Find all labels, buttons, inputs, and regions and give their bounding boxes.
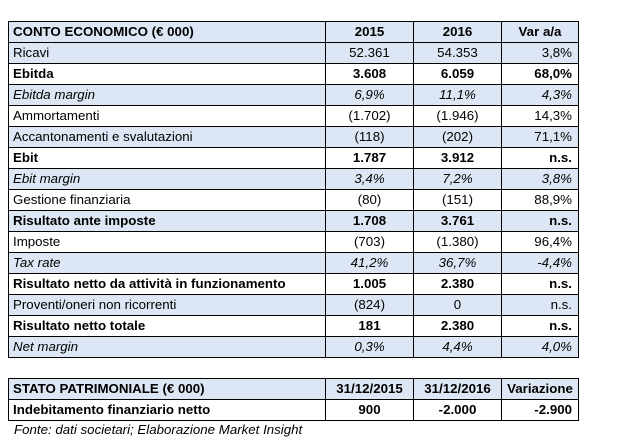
row-variation-cell: n.s.: [501, 147, 579, 169]
income-statement-row: Net margin 0,3% 4,4% 4,0%: [8, 336, 579, 358]
row-value-2015-cell: 0,3%: [325, 336, 414, 358]
header-cell-label: STATO PATRIMONIALE (€ 000): [8, 378, 326, 400]
row-variation-cell: 96,4%: [501, 231, 579, 253]
row-variation-cell: 14,3%: [501, 105, 579, 127]
row-value-2015-cell: 6,9%: [325, 84, 414, 106]
row-label-cell: Ebit: [8, 147, 326, 169]
row-value-2016-cell: 4,4%: [413, 336, 502, 358]
header-cell-2015: 2015: [325, 21, 414, 43]
row-variation-cell: 68,0%: [501, 63, 579, 85]
row-value-2016-cell: 2.380: [413, 315, 502, 337]
row-value-2016-cell: 54.353: [413, 42, 502, 64]
row-label-cell: Ricavi: [8, 42, 326, 64]
row-variation-cell: 71,1%: [501, 126, 579, 148]
row-value-2015-cell: (80): [325, 189, 414, 211]
header-cell-date-2016: 31/12/2016: [413, 378, 502, 400]
row-value-2016-cell: -2.000: [413, 399, 502, 421]
row-value-2016-cell: 0: [413, 294, 502, 316]
row-label-cell: Ebit margin: [8, 168, 326, 190]
row-label-cell: Risultato ante imposte: [8, 210, 326, 232]
row-label-cell: Imposte: [8, 231, 326, 253]
header-cell-2016: 2016: [413, 21, 502, 43]
row-value-2016-cell: 3.912: [413, 147, 502, 169]
source-note: Fonte: dati societari; Elaborazione Mark…: [14, 422, 303, 437]
row-value-2015-cell: (824): [325, 294, 414, 316]
row-variation-cell: 88,9%: [501, 189, 579, 211]
row-variation-cell: n.s.: [501, 210, 579, 232]
row-variation-cell: 4,3%: [501, 84, 579, 106]
income-statement-row: Imposte (703) (1.380) 96,4%: [8, 231, 579, 253]
income-statement-row: Ebitda 3.608 6.059 68,0%: [8, 63, 579, 85]
income-statement-row: Accantonamenti e svalutazioni (118) (202) 7…: [8, 126, 579, 148]
income-statement-table: CONTO ECONOMICO (€ 000) 2015 2016 Var a/…: [8, 21, 579, 358]
income-statement-row: Ammortamenti (1.702) (1.946) 14,3%: [8, 105, 579, 127]
row-value-2015-cell: (703): [325, 231, 414, 253]
row-label-cell: Ammortamenti: [8, 105, 326, 127]
row-value-2015-cell: 3.608: [325, 63, 414, 85]
income-statement-header-row: CONTO ECONOMICO (€ 000) 2015 2016 Var a/…: [8, 21, 579, 43]
row-variation-cell: 3,8%: [501, 168, 579, 190]
row-value-2015-cell: 1.787: [325, 147, 414, 169]
row-variation-cell: n.s.: [501, 273, 579, 295]
header-cell-label: CONTO ECONOMICO (€ 000): [8, 21, 326, 43]
balance-sheet-row: Indebitamento finanziario netto 900 -2.000…: [8, 399, 579, 421]
row-variation-cell: n.s.: [501, 315, 579, 337]
row-value-2016-cell: (1.946): [413, 105, 502, 127]
income-statement-row: Ebit 1.787 3.912 n.s.: [8, 147, 579, 169]
income-statement-row: Tax rate 41,2% 36,7% -4,4%: [8, 252, 579, 274]
row-value-2015-cell: 1.005: [325, 273, 414, 295]
row-value-2015-cell: 181: [325, 315, 414, 337]
income-statement-body: CONTO ECONOMICO (€ 000) 2015 2016 Var a/…: [8, 21, 579, 358]
row-label-cell: Risultato netto da attività in funzionam…: [8, 273, 326, 295]
row-variation-cell: 3,8%: [501, 42, 579, 64]
income-statement-row: Risultato netto da attività in funzionam…: [8, 273, 579, 295]
income-statement-row: Risultato netto totale 181 2.380 n.s.: [8, 315, 579, 337]
row-variation-cell: -2.900: [501, 399, 579, 421]
header-cell-date-2015: 31/12/2015: [325, 378, 414, 400]
income-statement-row: Risultato ante imposte 1.708 3.761 n.s.: [8, 210, 579, 232]
row-value-2016-cell: (1.380): [413, 231, 502, 253]
row-value-2016-cell: 2.380: [413, 273, 502, 295]
row-value-2016-cell: 3.761: [413, 210, 502, 232]
income-statement-row: Ebitda margin 6,9% 11,1% 4,3%: [8, 84, 579, 106]
row-label-cell: Gestione finanziaria: [8, 189, 326, 211]
income-statement-row: Ricavi 52.361 54.353 3,8%: [8, 42, 579, 64]
row-value-2015-cell: 52.361: [325, 42, 414, 64]
income-statement-row: Proventi/oneri non ricorrenti (824) 0 n.s.: [8, 294, 579, 316]
row-label-cell: Tax rate: [8, 252, 326, 274]
row-value-2015-cell: 3,4%: [325, 168, 414, 190]
row-value-2016-cell: 6.059: [413, 63, 502, 85]
row-value-2015-cell: 1.708: [325, 210, 414, 232]
income-statement-row: Ebit margin 3,4% 7,2% 3,8%: [8, 168, 579, 190]
row-value-2015-cell: 900: [325, 399, 414, 421]
row-value-2015-cell: (1.702): [325, 105, 414, 127]
row-value-2016-cell: 7,2%: [413, 168, 502, 190]
row-label-cell: Indebitamento finanziario netto: [8, 399, 326, 421]
row-value-2016-cell: 11,1%: [413, 84, 502, 106]
row-variation-cell: n.s.: [501, 294, 579, 316]
row-label-cell: Risultato netto totale: [8, 315, 326, 337]
row-value-2015-cell: (118): [325, 126, 414, 148]
row-label-cell: Net margin: [8, 336, 326, 358]
row-label-cell: Ebitda margin: [8, 84, 326, 106]
row-value-2016-cell: 36,7%: [413, 252, 502, 274]
row-variation-cell: 4,0%: [501, 336, 579, 358]
row-label-cell: Proventi/oneri non ricorrenti: [8, 294, 326, 316]
row-value-2016-cell: (151): [413, 189, 502, 211]
balance-sheet-body: STATO PATRIMONIALE (€ 000) 31/12/2015 31…: [8, 378, 579, 421]
balance-sheet-table: STATO PATRIMONIALE (€ 000) 31/12/2015 31…: [8, 378, 579, 421]
row-variation-cell: -4,4%: [501, 252, 579, 274]
header-cell-variation: Variazione: [501, 378, 579, 400]
header-cell-var: Var a/a: [501, 21, 579, 43]
row-value-2016-cell: (202): [413, 126, 502, 148]
row-value-2015-cell: 41,2%: [325, 252, 414, 274]
balance-sheet-header-row: STATO PATRIMONIALE (€ 000) 31/12/2015 31…: [8, 378, 579, 400]
row-label-cell: Ebitda: [8, 63, 326, 85]
row-label-cell: Accantonamenti e svalutazioni: [8, 126, 326, 148]
income-statement-row: Gestione finanziaria (80) (151) 88,9%: [8, 189, 579, 211]
